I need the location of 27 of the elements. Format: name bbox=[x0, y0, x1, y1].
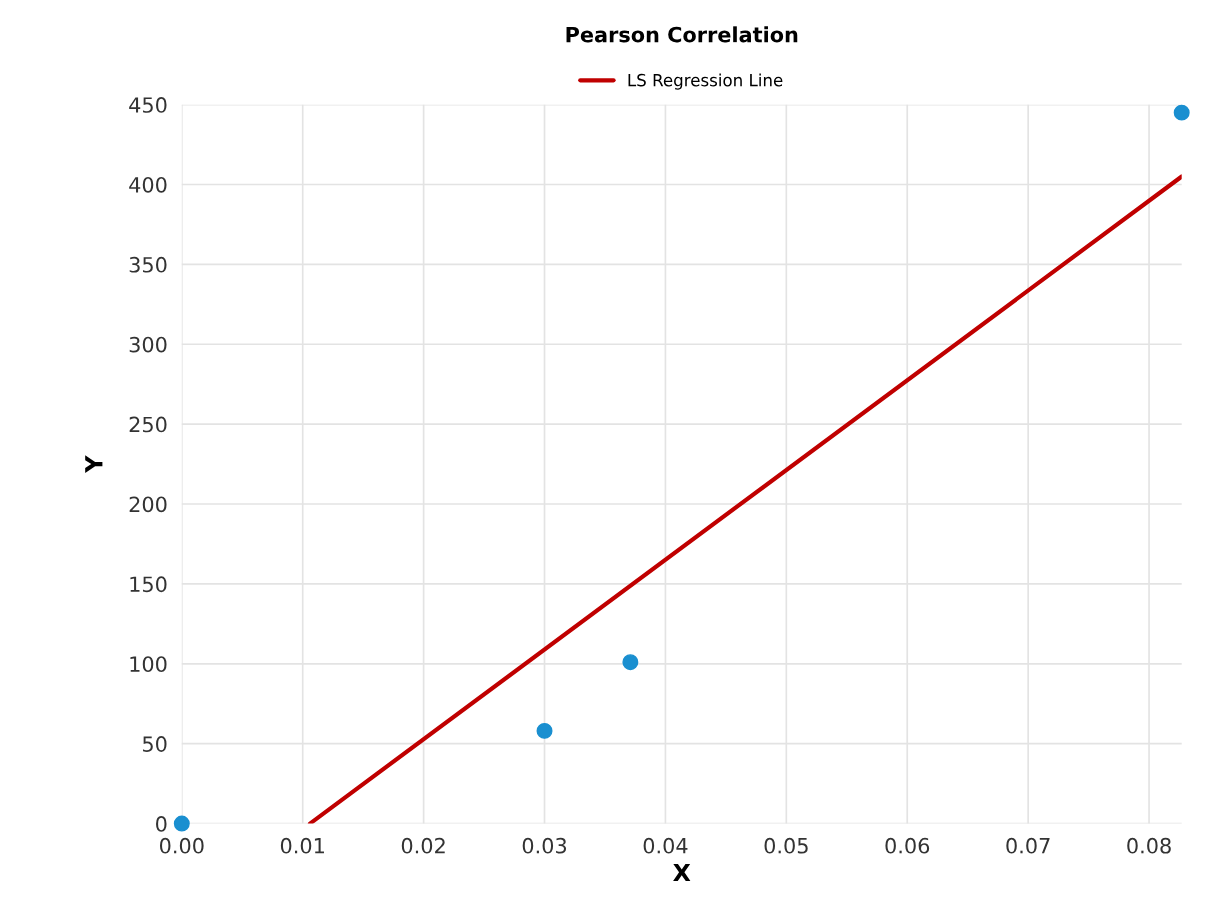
point bbox=[622, 654, 639, 671]
x-tick-label: 0.05 bbox=[764, 837, 808, 854]
y-axis-title: Y bbox=[85, 455, 103, 473]
x-tick-label: 0.03 bbox=[522, 837, 567, 854]
point bbox=[1173, 104, 1190, 121]
y-tick-label: 0 bbox=[156, 816, 167, 832]
chart-title: Pearson Correlation bbox=[566, 26, 798, 43]
x-tick-label: 0.08 bbox=[1127, 837, 1171, 854]
x-tick-label: 0.01 bbox=[280, 837, 324, 854]
x-axis-title: X bbox=[673, 863, 691, 882]
point bbox=[173, 815, 190, 832]
y-tick-label: 350 bbox=[129, 256, 167, 273]
y-tick-label: 250 bbox=[129, 416, 167, 433]
y-tick-label: 50 bbox=[143, 736, 167, 752]
y-tick-label: 150 bbox=[130, 576, 167, 593]
x-tick-label: 0.02 bbox=[401, 837, 445, 854]
x-tick-label: 0.00 bbox=[159, 837, 204, 854]
y-tick-label: 100 bbox=[130, 656, 167, 673]
point bbox=[536, 722, 553, 739]
y-tick-label: 200 bbox=[129, 496, 167, 513]
x-tick-label: 0.06 bbox=[885, 837, 930, 854]
y-tick-label: 450 bbox=[129, 97, 167, 113]
x-tick-label: 0.07 bbox=[1006, 837, 1050, 854]
legend-label: LS Regression Line bbox=[628, 73, 783, 90]
y-tick-label: 400 bbox=[129, 176, 167, 193]
x-tick-label: 0.04 bbox=[643, 837, 688, 854]
y-tick-label: 300 bbox=[129, 336, 167, 353]
